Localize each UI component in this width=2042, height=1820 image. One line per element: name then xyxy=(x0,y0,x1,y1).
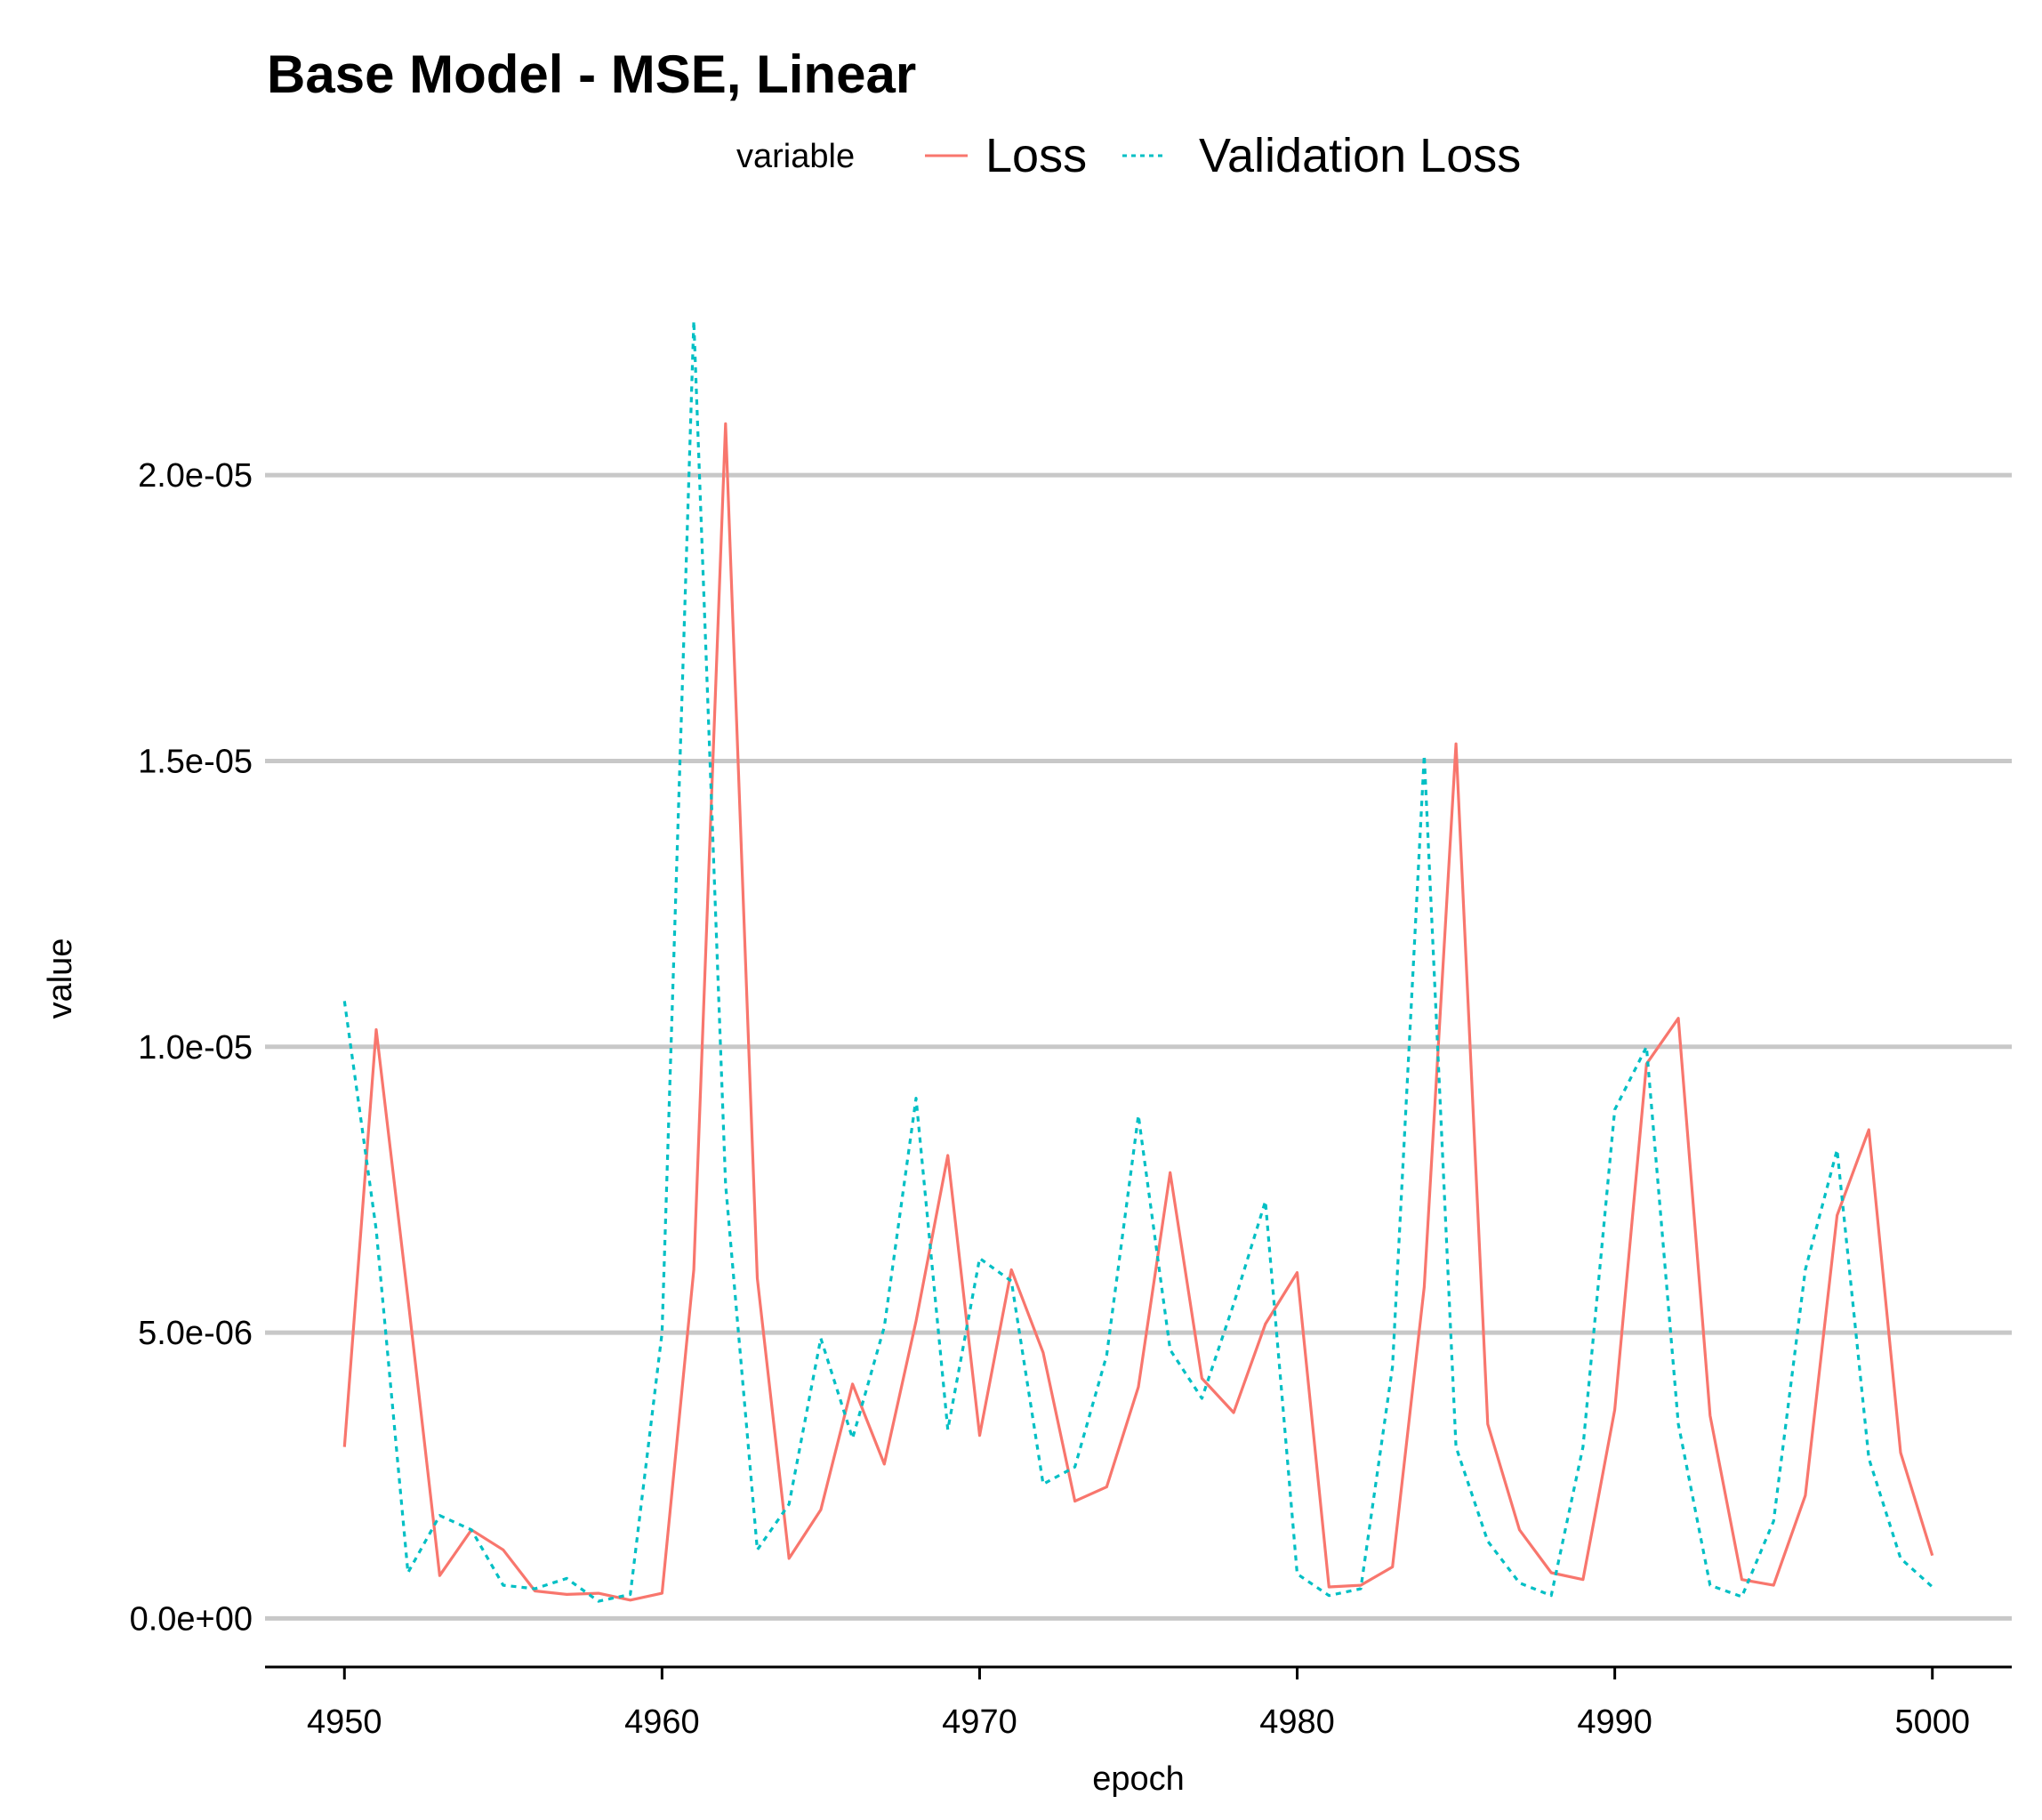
y-tick-label: 0.0e+00 xyxy=(130,1600,253,1638)
legend-title: variable xyxy=(736,138,855,175)
x-axis-ticks: 4950 4960 4970 4980 4990 5000 xyxy=(307,1667,1970,1741)
grid-lines xyxy=(265,472,2012,1621)
series-line-validation-loss xyxy=(342,319,1933,1603)
y-tick-label: 1.0e-05 xyxy=(138,1029,253,1067)
series-line-loss xyxy=(342,422,1934,1602)
x-tick-label: 4990 xyxy=(1577,1703,1652,1741)
y-tick-label: 1.5e-05 xyxy=(138,743,253,780)
y-tick-label: 2.0e-05 xyxy=(138,457,253,495)
y-axis-ticks: 0.0e+00 5.0e-06 1.0e-05 1.5e-05 2.0e-05 xyxy=(130,457,253,1638)
x-tick-label: 4960 xyxy=(624,1703,700,1741)
chart-title: Base Model - MSE, Linear xyxy=(267,44,916,104)
y-axis-title: value xyxy=(42,938,79,1019)
series-lines xyxy=(342,319,1934,1603)
x-tick-label: 5000 xyxy=(1894,1703,1970,1741)
legend-label-validation-loss: Validation Loss xyxy=(1199,129,1521,182)
legend-label-loss: Loss xyxy=(985,129,1087,182)
y-tick-label: 5.0e-06 xyxy=(138,1315,253,1352)
x-tick-label: 4950 xyxy=(307,1703,382,1741)
x-tick-label: 4980 xyxy=(1259,1703,1335,1741)
legend: variable Loss Validation Loss xyxy=(736,129,1521,182)
x-tick-label: 4970 xyxy=(942,1703,1017,1741)
x-axis-title: epoch xyxy=(1092,1760,1185,1798)
